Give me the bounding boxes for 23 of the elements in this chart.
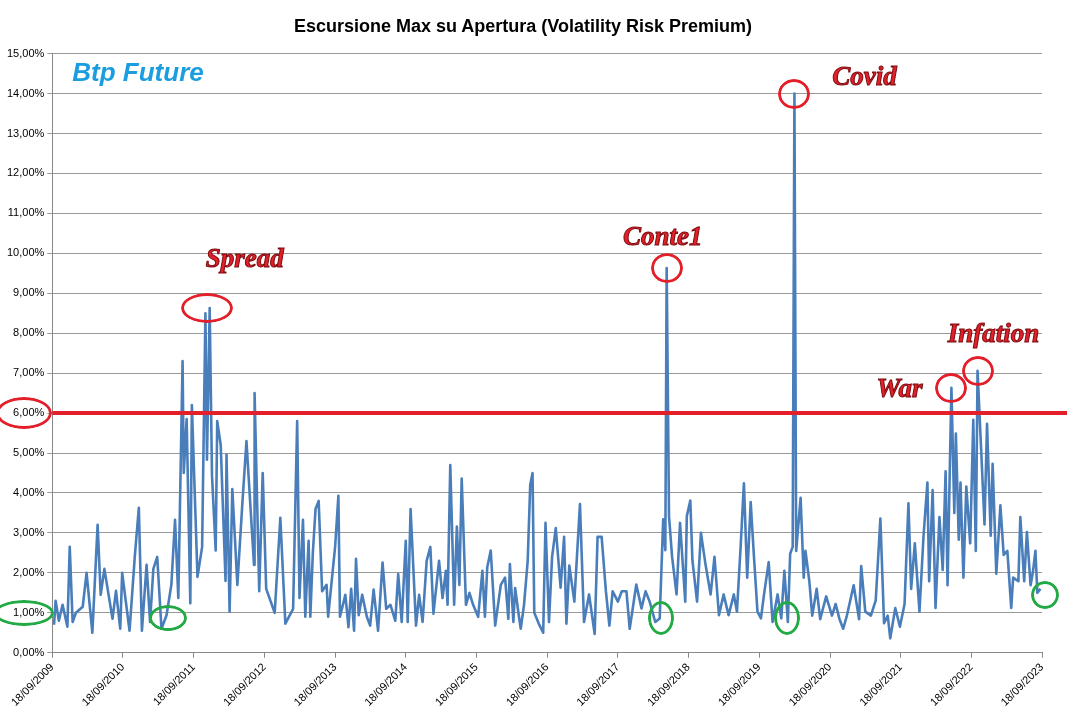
- y-tick-label: 1,00%: [13, 605, 45, 618]
- annotation: Infation: [946, 317, 1040, 348]
- annotation: War: [876, 372, 923, 403]
- annotation: Covid: [832, 60, 898, 91]
- y-tick-label: 6,00%: [13, 406, 45, 419]
- annotation: Btp Future: [72, 56, 204, 87]
- y-tick-label: 14,00%: [7, 86, 45, 99]
- y-tick-label: 3,00%: [13, 525, 45, 538]
- annotation: Conte1: [622, 221, 703, 252]
- chart-title: Escursione Max su Apertura (Volatility Risk Premium): [293, 15, 753, 36]
- y-tick-label: 11,00%: [7, 206, 45, 219]
- y-tick-label: 7,00%: [13, 366, 45, 379]
- y-tick-label: 9,00%: [13, 286, 45, 299]
- y-tick-label: 12,00%: [7, 166, 45, 179]
- y-tick-label: 8,00%: [13, 326, 45, 339]
- y-tick-label: 10,00%: [7, 246, 45, 259]
- annotation: Spread: [205, 243, 285, 273]
- y-tick-label: 5,00%: [13, 446, 45, 459]
- y-tick-label: 0,00%: [13, 645, 45, 658]
- y-tick-label: 13,00%: [7, 126, 45, 139]
- y-tick-label: 2,00%: [13, 565, 45, 578]
- y-tick-label: 15,00%: [7, 46, 45, 59]
- y-tick-label: 4,00%: [13, 486, 45, 498]
